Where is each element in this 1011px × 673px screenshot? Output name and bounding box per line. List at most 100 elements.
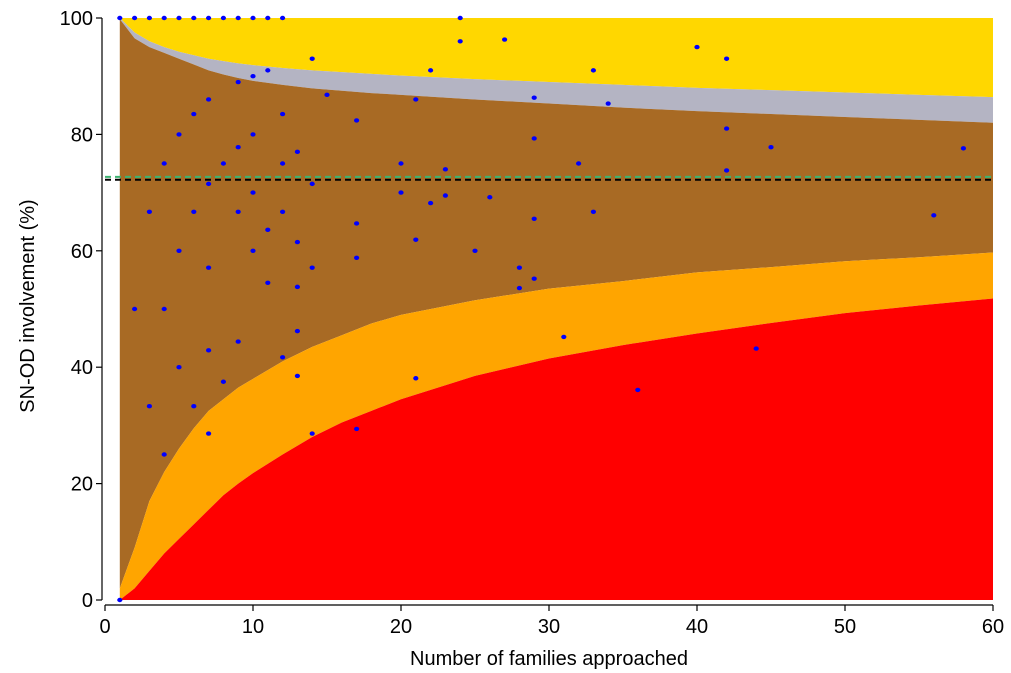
data-point (161, 15, 167, 21)
data-point (413, 237, 419, 242)
bands-layer (119, 18, 994, 600)
data-point (235, 145, 241, 150)
data-point (280, 355, 286, 360)
data-point (931, 213, 937, 218)
data-point (753, 346, 759, 351)
data-point (146, 209, 152, 215)
data-point (561, 334, 567, 340)
data-point (768, 145, 774, 150)
data-point (191, 111, 197, 117)
points-layer (117, 15, 967, 603)
data-point (472, 248, 478, 253)
data-point (724, 126, 730, 131)
data-point (442, 193, 448, 198)
band-orange (119, 252, 994, 600)
x-tick-label: 40 (686, 616, 708, 638)
y-tick-label: 60 (71, 241, 93, 263)
data-point (206, 15, 212, 21)
data-point (176, 365, 182, 370)
data-point (191, 403, 197, 409)
data-point (161, 306, 167, 312)
data-point (191, 209, 197, 215)
data-point (220, 161, 226, 166)
data-point (724, 56, 730, 61)
data-point (516, 285, 523, 291)
axes: 0 10 20 30 40 50 60 0 20 40 60 80 100 (60, 8, 1005, 638)
x-tick-label: 20 (390, 616, 412, 638)
x-tick-label: 30 (538, 616, 560, 638)
data-point (191, 15, 197, 21)
data-point (694, 44, 700, 50)
data-point (206, 181, 212, 187)
data-point (265, 280, 271, 286)
data-point (324, 92, 330, 98)
data-point (132, 15, 138, 21)
data-point (516, 265, 523, 270)
data-point (117, 15, 123, 21)
data-point (206, 431, 212, 436)
data-point (960, 146, 967, 151)
data-point (250, 74, 256, 79)
data-point (309, 56, 315, 61)
y-tick-label: 20 (71, 474, 93, 496)
data-point (132, 306, 138, 312)
data-point (235, 15, 241, 21)
data-point (531, 216, 537, 221)
y-axis-title: SN-OD involvement (%) (17, 199, 39, 412)
data-point (413, 97, 419, 102)
y-tick-label: 0 (82, 590, 93, 612)
data-point (206, 265, 212, 270)
data-point (398, 190, 404, 195)
data-point (220, 379, 226, 384)
data-point (250, 190, 256, 195)
data-point (294, 373, 300, 379)
data-point (531, 95, 537, 100)
data-point (457, 39, 463, 44)
band-yellow (119, 18, 994, 98)
data-point (235, 339, 241, 344)
data-point (428, 200, 434, 206)
y-tick-label: 80 (71, 124, 93, 146)
band-grey (119, 18, 994, 123)
data-point (294, 284, 300, 290)
x-tick-label: 50 (834, 616, 856, 638)
data-point (250, 132, 256, 137)
data-point (220, 15, 226, 21)
band-brown (119, 19, 994, 589)
data-point (280, 111, 286, 117)
data-point (235, 79, 241, 85)
band-red (119, 298, 994, 600)
data-point (531, 136, 537, 141)
data-point (724, 168, 730, 173)
data-point (590, 68, 597, 73)
data-point (280, 161, 286, 166)
y-tick-label: 100 (60, 8, 93, 30)
data-point (309, 181, 315, 187)
data-point (398, 161, 404, 166)
x-tick-label: 0 (99, 616, 110, 638)
data-point (413, 376, 419, 381)
data-point (309, 265, 315, 270)
data-point (531, 276, 537, 281)
data-point (487, 195, 493, 200)
data-point (235, 209, 241, 215)
y-tick-label: 40 (71, 357, 93, 379)
data-point (280, 209, 286, 215)
data-point (206, 97, 212, 102)
data-point (206, 348, 212, 353)
data-point (250, 15, 256, 21)
data-point (176, 248, 182, 253)
data-point (354, 255, 360, 260)
x-tick-label: 10 (242, 616, 264, 638)
data-point (635, 387, 641, 393)
data-point (280, 15, 286, 21)
data-point (294, 328, 300, 334)
data-point (457, 15, 463, 21)
data-point (250, 248, 256, 253)
data-point (502, 37, 508, 42)
data-point (354, 426, 360, 432)
data-point (576, 161, 582, 166)
x-axis-title: Number of families approached (410, 648, 688, 670)
data-point (590, 209, 597, 215)
